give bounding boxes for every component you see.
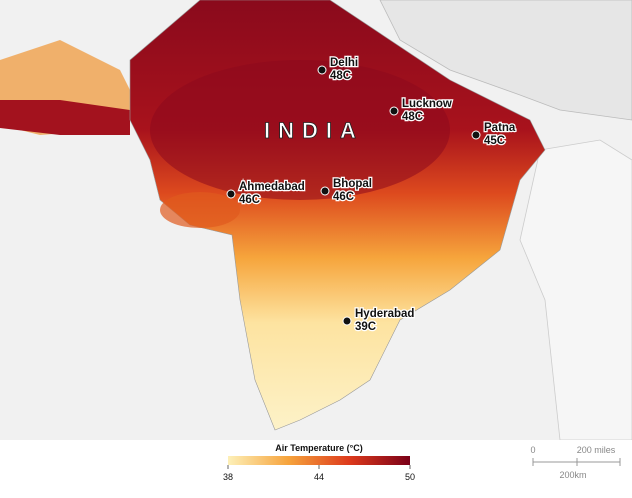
himalaya xyxy=(379,0,632,121)
city-temp: 46C xyxy=(239,194,260,206)
city-dot xyxy=(317,65,327,75)
city-temp: 39C xyxy=(355,321,376,333)
scale-miles: 200 miles xyxy=(577,445,616,455)
city-dot xyxy=(471,130,481,140)
legend-tick-label: 50 xyxy=(405,472,415,482)
scale-zero: 0 xyxy=(530,445,535,455)
city-name: Bhopal xyxy=(333,178,372,190)
city-dot xyxy=(389,106,399,116)
city-dot xyxy=(342,316,352,326)
city-name: Lucknow xyxy=(402,98,452,110)
city-dot xyxy=(226,189,236,199)
footer-bg xyxy=(0,440,632,498)
country-label: INDIA xyxy=(264,118,364,143)
city-name: Hyderabad xyxy=(355,308,414,320)
scale-km: 200km xyxy=(559,470,586,480)
city-name: Delhi xyxy=(330,57,358,69)
city-temp: 48C xyxy=(402,111,423,123)
legend-tick-label: 38 xyxy=(223,472,233,482)
city-name: Ahmedabad xyxy=(239,181,305,193)
city-temp: 48C xyxy=(330,70,351,82)
heat-core xyxy=(150,60,450,200)
city-temp: 45C xyxy=(484,135,505,147)
heat-west-band xyxy=(0,100,130,135)
heat-gujarat xyxy=(160,192,240,228)
legend-tick-label: 44 xyxy=(314,472,324,482)
legend-ticks: 38 44 50 xyxy=(223,465,415,482)
city-name: Patna xyxy=(484,122,516,134)
color-bar xyxy=(228,456,410,465)
city-temp: 46C xyxy=(333,191,354,203)
city-dot xyxy=(320,186,330,196)
cities: Delhi48CLucknow48CPatna45CAhmedabad46CBh… xyxy=(226,56,517,334)
legend-title: Air Temperature (°C) xyxy=(275,443,362,453)
